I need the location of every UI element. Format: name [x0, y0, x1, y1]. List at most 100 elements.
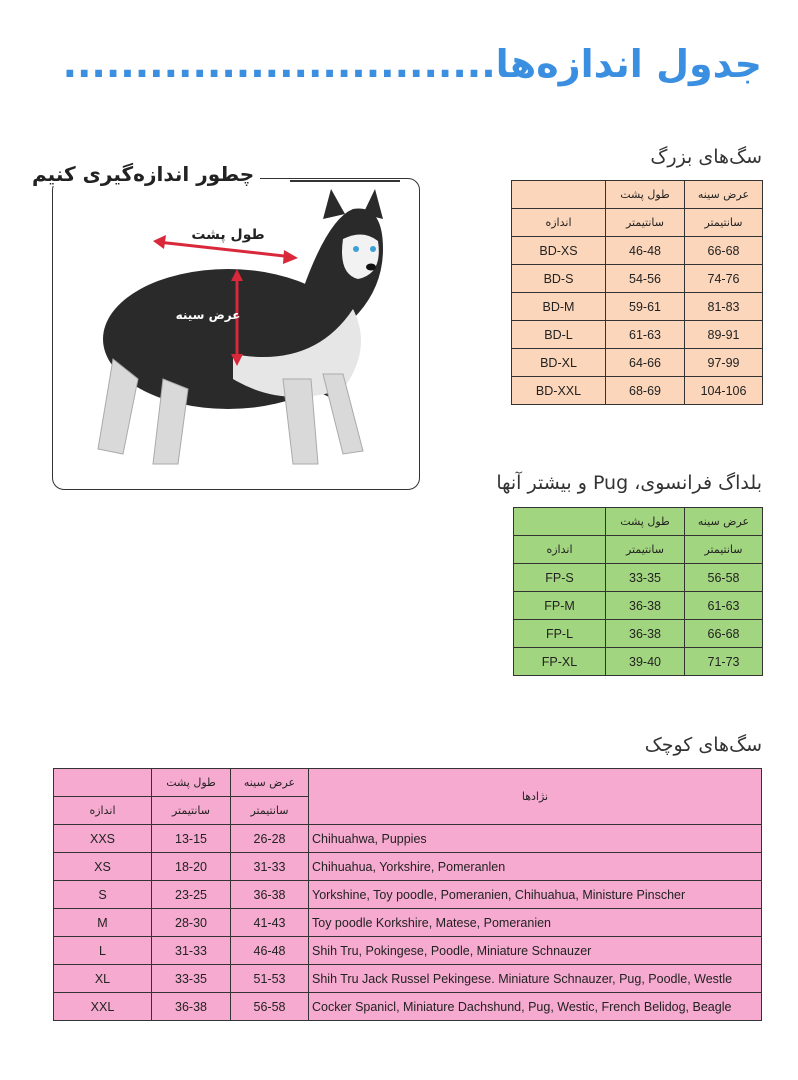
- header-chest: عرض سینه: [684, 180, 763, 209]
- cell-back: 36-38: [605, 591, 685, 620]
- cell-chest: 74-76: [684, 264, 763, 293]
- title-dots: ..............................: [62, 42, 496, 86]
- cell-size: BD-M: [511, 292, 606, 321]
- table-row: Yorkshine, Toy poodle, Pomeranien, Chihu…: [53, 880, 762, 909]
- header-empty: [511, 180, 606, 209]
- cell-size: XXS: [53, 824, 152, 853]
- table-row: 97-99 64-66 BD-XL: [511, 348, 763, 377]
- cell-back: 13-15: [151, 824, 231, 853]
- header-size: اندازه: [511, 208, 606, 237]
- table-header-row: عرض سینه طول پشت: [511, 180, 763, 209]
- header-unit: سانتیمتر: [605, 208, 685, 237]
- header-back: طول پشت: [605, 180, 685, 209]
- cell-breeds: Shih Tru, Pokingese, Poodle, Miniature S…: [308, 936, 762, 965]
- divider: [290, 180, 400, 182]
- table-row: 66-68 46-48 BD-XS: [511, 236, 763, 265]
- cell-chest: 46-48: [230, 936, 309, 965]
- cell-breeds: Toy poodle Korkshire, Matese, Pomeranien: [308, 908, 762, 937]
- cell-chest: 89-91: [684, 320, 763, 349]
- header-size: اندازه: [513, 535, 606, 564]
- cell-chest: 51-53: [230, 964, 309, 993]
- cell-size: BD-XXL: [511, 376, 606, 405]
- cell-size: FP-S: [513, 563, 606, 592]
- cell-breeds: Chihuahwa, Puppies: [308, 824, 762, 853]
- cell-size: FP-XL: [513, 647, 606, 676]
- back-length-label: طول پشت: [191, 227, 264, 243]
- cell-back: 39-40: [605, 647, 685, 676]
- table-header-row: سانتیمتر سانتیمتر اندازه: [53, 796, 762, 825]
- cell-size: BD-XS: [511, 236, 606, 265]
- cell-chest: 81-83: [684, 292, 763, 321]
- table-row: 66-68 36-38 FP-L: [513, 619, 763, 648]
- table-row: Toy poodle Korkshire, Matese, Pomeranien…: [53, 908, 762, 937]
- header-back: طول پشت: [605, 507, 685, 536]
- cell-back: 28-30: [151, 908, 231, 937]
- cell-chest: 66-68: [684, 236, 763, 265]
- page-title: جدول اندازه‌ها..........................…: [63, 42, 762, 86]
- cell-size: BD-S: [511, 264, 606, 293]
- cell-breeds: Shih Tru Jack Russel Pekingese. Miniatur…: [308, 964, 762, 993]
- title-text: جدول اندازه‌ها: [495, 42, 762, 86]
- pug-title: بلداگ فرانسوی، Pug و بیشتر آنها: [496, 472, 762, 494]
- cell-size: XL: [53, 964, 152, 993]
- cell-breeds: Cocker Spanicl, Miniature Dachshund, Pug…: [308, 992, 762, 1021]
- cell-back: 23-25: [151, 880, 231, 909]
- chest-width-label: عرض سینه: [176, 308, 241, 322]
- cell-chest: 97-99: [684, 348, 763, 377]
- header-back: طول پشت: [151, 768, 231, 797]
- table-row: Chihuahua, Yorkshire, Pomeranlen 31-33 18-…: [53, 852, 762, 881]
- cell-back: 46-48: [605, 236, 685, 265]
- table-row: Chihuahwa, Puppies 26-28 13-15 XXS: [53, 824, 762, 853]
- cell-chest: 41-43: [230, 908, 309, 937]
- cell-back: 61-63: [605, 320, 685, 349]
- cell-chest: 31-33: [230, 852, 309, 881]
- cell-back: 31-33: [151, 936, 231, 965]
- header-unit: سانتیمتر: [230, 796, 309, 825]
- cell-back: 54-56: [605, 264, 685, 293]
- header-unit: سانتیمتر: [151, 796, 231, 825]
- how-to-measure-frame: طول پشت عرض سینه: [52, 178, 420, 490]
- cell-chest: 66-68: [684, 619, 763, 648]
- table-header-row: نژادها عرض سینه طول پشت: [53, 768, 762, 825]
- table-header-row: عرض سینه طول پشت: [513, 507, 763, 536]
- cell-breeds: Chihuahua, Yorkshire, Pomeranlen: [308, 852, 762, 881]
- cell-chest: 61-63: [684, 591, 763, 620]
- table-row: Shih Tru, Pokingese, Poodle, Miniature S…: [53, 936, 762, 965]
- table-row: 104-106 68-69 BD-XXL: [511, 376, 763, 405]
- cell-size: FP-L: [513, 619, 606, 648]
- header-size: اندازه: [53, 796, 152, 825]
- cell-chest: 56-58: [230, 992, 309, 1021]
- cell-back: 36-38: [151, 992, 231, 1021]
- cell-back: 59-61: [605, 292, 685, 321]
- husky-illustration: طول پشت عرض سینه: [97, 189, 383, 465]
- cell-size: XS: [53, 852, 152, 881]
- cell-size: S: [53, 880, 152, 909]
- cell-size: BD-XL: [511, 348, 606, 377]
- table-header-row: سانتیمتر سانتیمتر اندازه: [511, 208, 763, 237]
- header-breeds: نژادها: [308, 768, 762, 825]
- cell-back: 68-69: [605, 376, 685, 405]
- table-header-row: سانتیمتر سانتیمتر اندازه: [513, 535, 763, 564]
- table-row: 56-58 33-35 FP-S: [513, 563, 763, 592]
- cell-chest: 104-106: [684, 376, 763, 405]
- cell-chest: 71-73: [684, 647, 763, 676]
- header-unit: سانتیمتر: [605, 535, 685, 564]
- table-row: 74-76 54-56 BD-S: [511, 264, 763, 293]
- cell-chest: 26-28: [230, 824, 309, 853]
- small-dogs-title: سگ‌های کوچک: [644, 734, 762, 756]
- table-row: Cocker Spanicl, Miniature Dachshund, Pug…: [53, 992, 762, 1021]
- header-chest: عرض سینه: [230, 768, 309, 797]
- table-row: 71-73 39-40 FP-XL: [513, 647, 763, 676]
- table-row: 89-91 61-63 BD-L: [511, 320, 763, 349]
- large-dogs-table: عرض سینه طول پشت سانتیمتر سانتیمتر انداز…: [511, 180, 763, 405]
- small-dogs-table: نژادها عرض سینه طول پشت سانتیمتر سانتیمت…: [53, 768, 762, 1021]
- cell-size: M: [53, 908, 152, 937]
- cell-size: L: [53, 936, 152, 965]
- table-row: Shih Tru Jack Russel Pekingese. Miniatur…: [53, 964, 762, 993]
- cell-chest: 56-58: [684, 563, 763, 592]
- pug-table: عرض سینه طول پشت سانتیمتر سانتیمتر انداز…: [513, 507, 763, 676]
- cell-back: 36-38: [605, 619, 685, 648]
- cell-size: FP-M: [513, 591, 606, 620]
- how-to-measure-title: چطور اندازه‌گیری کنیم: [26, 162, 261, 186]
- cell-chest: 36-38: [230, 880, 309, 909]
